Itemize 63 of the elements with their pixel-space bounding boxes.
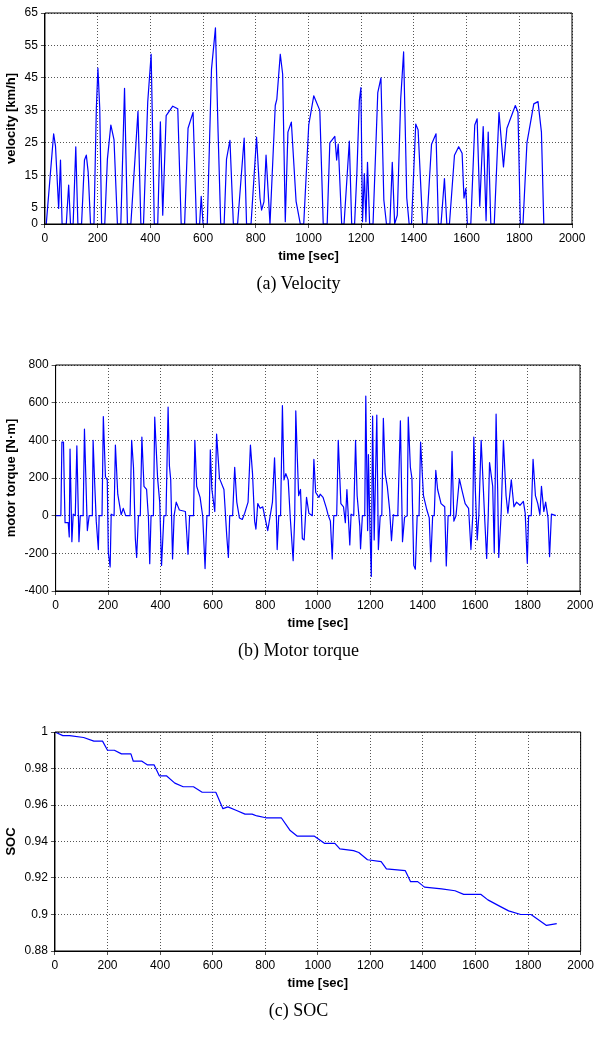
y-tick-label: 600 — [28, 394, 49, 409]
x-axis-title: time [sec] — [287, 974, 349, 990]
y-tick-label: 0.96 — [24, 797, 49, 812]
y-tick-label: -400 — [24, 583, 49, 598]
x-tick-label: 400 — [140, 230, 161, 245]
x-tick-label: 1600 — [453, 230, 481, 245]
y-axis-title: motor torque [N·m] — [3, 418, 19, 538]
x-tick-label: 400 — [150, 597, 171, 612]
x-tick-label: 600 — [202, 597, 224, 612]
y-tick-label: 0.88 — [24, 943, 49, 958]
x-tick-label: 1200 — [347, 230, 375, 245]
y-axis-title: velocity [km/h] — [3, 72, 19, 165]
x-tick-label: 0 — [52, 597, 60, 612]
text: (c) SOC — [267, 999, 330, 1022]
x-tick-label: 800 — [255, 957, 276, 972]
y-tick-label: 0.94 — [24, 833, 49, 848]
y-tick-label: 0.9 — [31, 906, 49, 921]
x-tick-label: 1000 — [304, 957, 332, 972]
x-tick-label: 1400 — [409, 597, 437, 612]
y-tick-label: -200 — [24, 545, 49, 560]
y-tick-label: 15 — [24, 167, 39, 182]
y-tick-label: 0 — [31, 216, 39, 231]
x-tick-label: 1200 — [357, 957, 385, 972]
y-tick-label: 0.92 — [24, 870, 49, 885]
y-tick-label: 65 — [24, 5, 39, 20]
x-tick-label: 1800 — [505, 230, 533, 245]
x-tick-label: 800 — [255, 597, 276, 612]
y-tick-label: 45 — [24, 70, 39, 85]
x-tick-label: 200 — [98, 597, 119, 612]
y-tick-label: 400 — [28, 432, 49, 447]
x-axis-title: time [sec] — [287, 614, 349, 630]
x-tick-label: 200 — [87, 230, 108, 245]
x-tick-label: 600 — [193, 230, 214, 245]
x-tick-label: 400 — [150, 957, 171, 972]
x-tick-label: 1400 — [409, 957, 437, 972]
y-tick-label: 200 — [28, 470, 49, 485]
y-tick-label: 55 — [24, 37, 39, 52]
y-tick-label: 0.98 — [24, 760, 49, 775]
text: (a) Velocity — [255, 272, 342, 295]
x-tick-label: 200 — [97, 957, 118, 972]
x-tick-label: 1200 — [356, 597, 384, 612]
x-tick-label: 600 — [202, 957, 223, 972]
x-tick-label: 1800 — [514, 597, 542, 612]
y-axis-title: SOC — [3, 826, 19, 856]
y-tick-label: 25 — [24, 135, 39, 150]
x-tick-label: 1000 — [304, 597, 332, 612]
x-tick-label: 2000 — [566, 597, 594, 612]
y-tick-label: 5 — [31, 200, 39, 215]
x-tick-label: 1600 — [461, 597, 489, 612]
x-tick-label: 1400 — [400, 230, 428, 245]
y-tick-label: 0 — [41, 507, 49, 522]
x-axis-title: time [sec] — [278, 247, 339, 263]
text: (b) Motor torque — [237, 639, 360, 662]
x-tick-label: 2000 — [567, 957, 595, 972]
y-tick-label: 1 — [41, 724, 49, 739]
y-tick-label: 35 — [24, 102, 39, 117]
x-tick-label: 2000 — [558, 230, 586, 245]
x-tick-label: 800 — [245, 230, 267, 245]
x-tick-label: 1000 — [295, 230, 323, 245]
y-tick-label: 800 — [28, 357, 49, 372]
x-tick-label: 1800 — [514, 957, 542, 972]
x-tick-label: 0 — [51, 957, 59, 972]
x-tick-label: 1600 — [462, 957, 490, 972]
